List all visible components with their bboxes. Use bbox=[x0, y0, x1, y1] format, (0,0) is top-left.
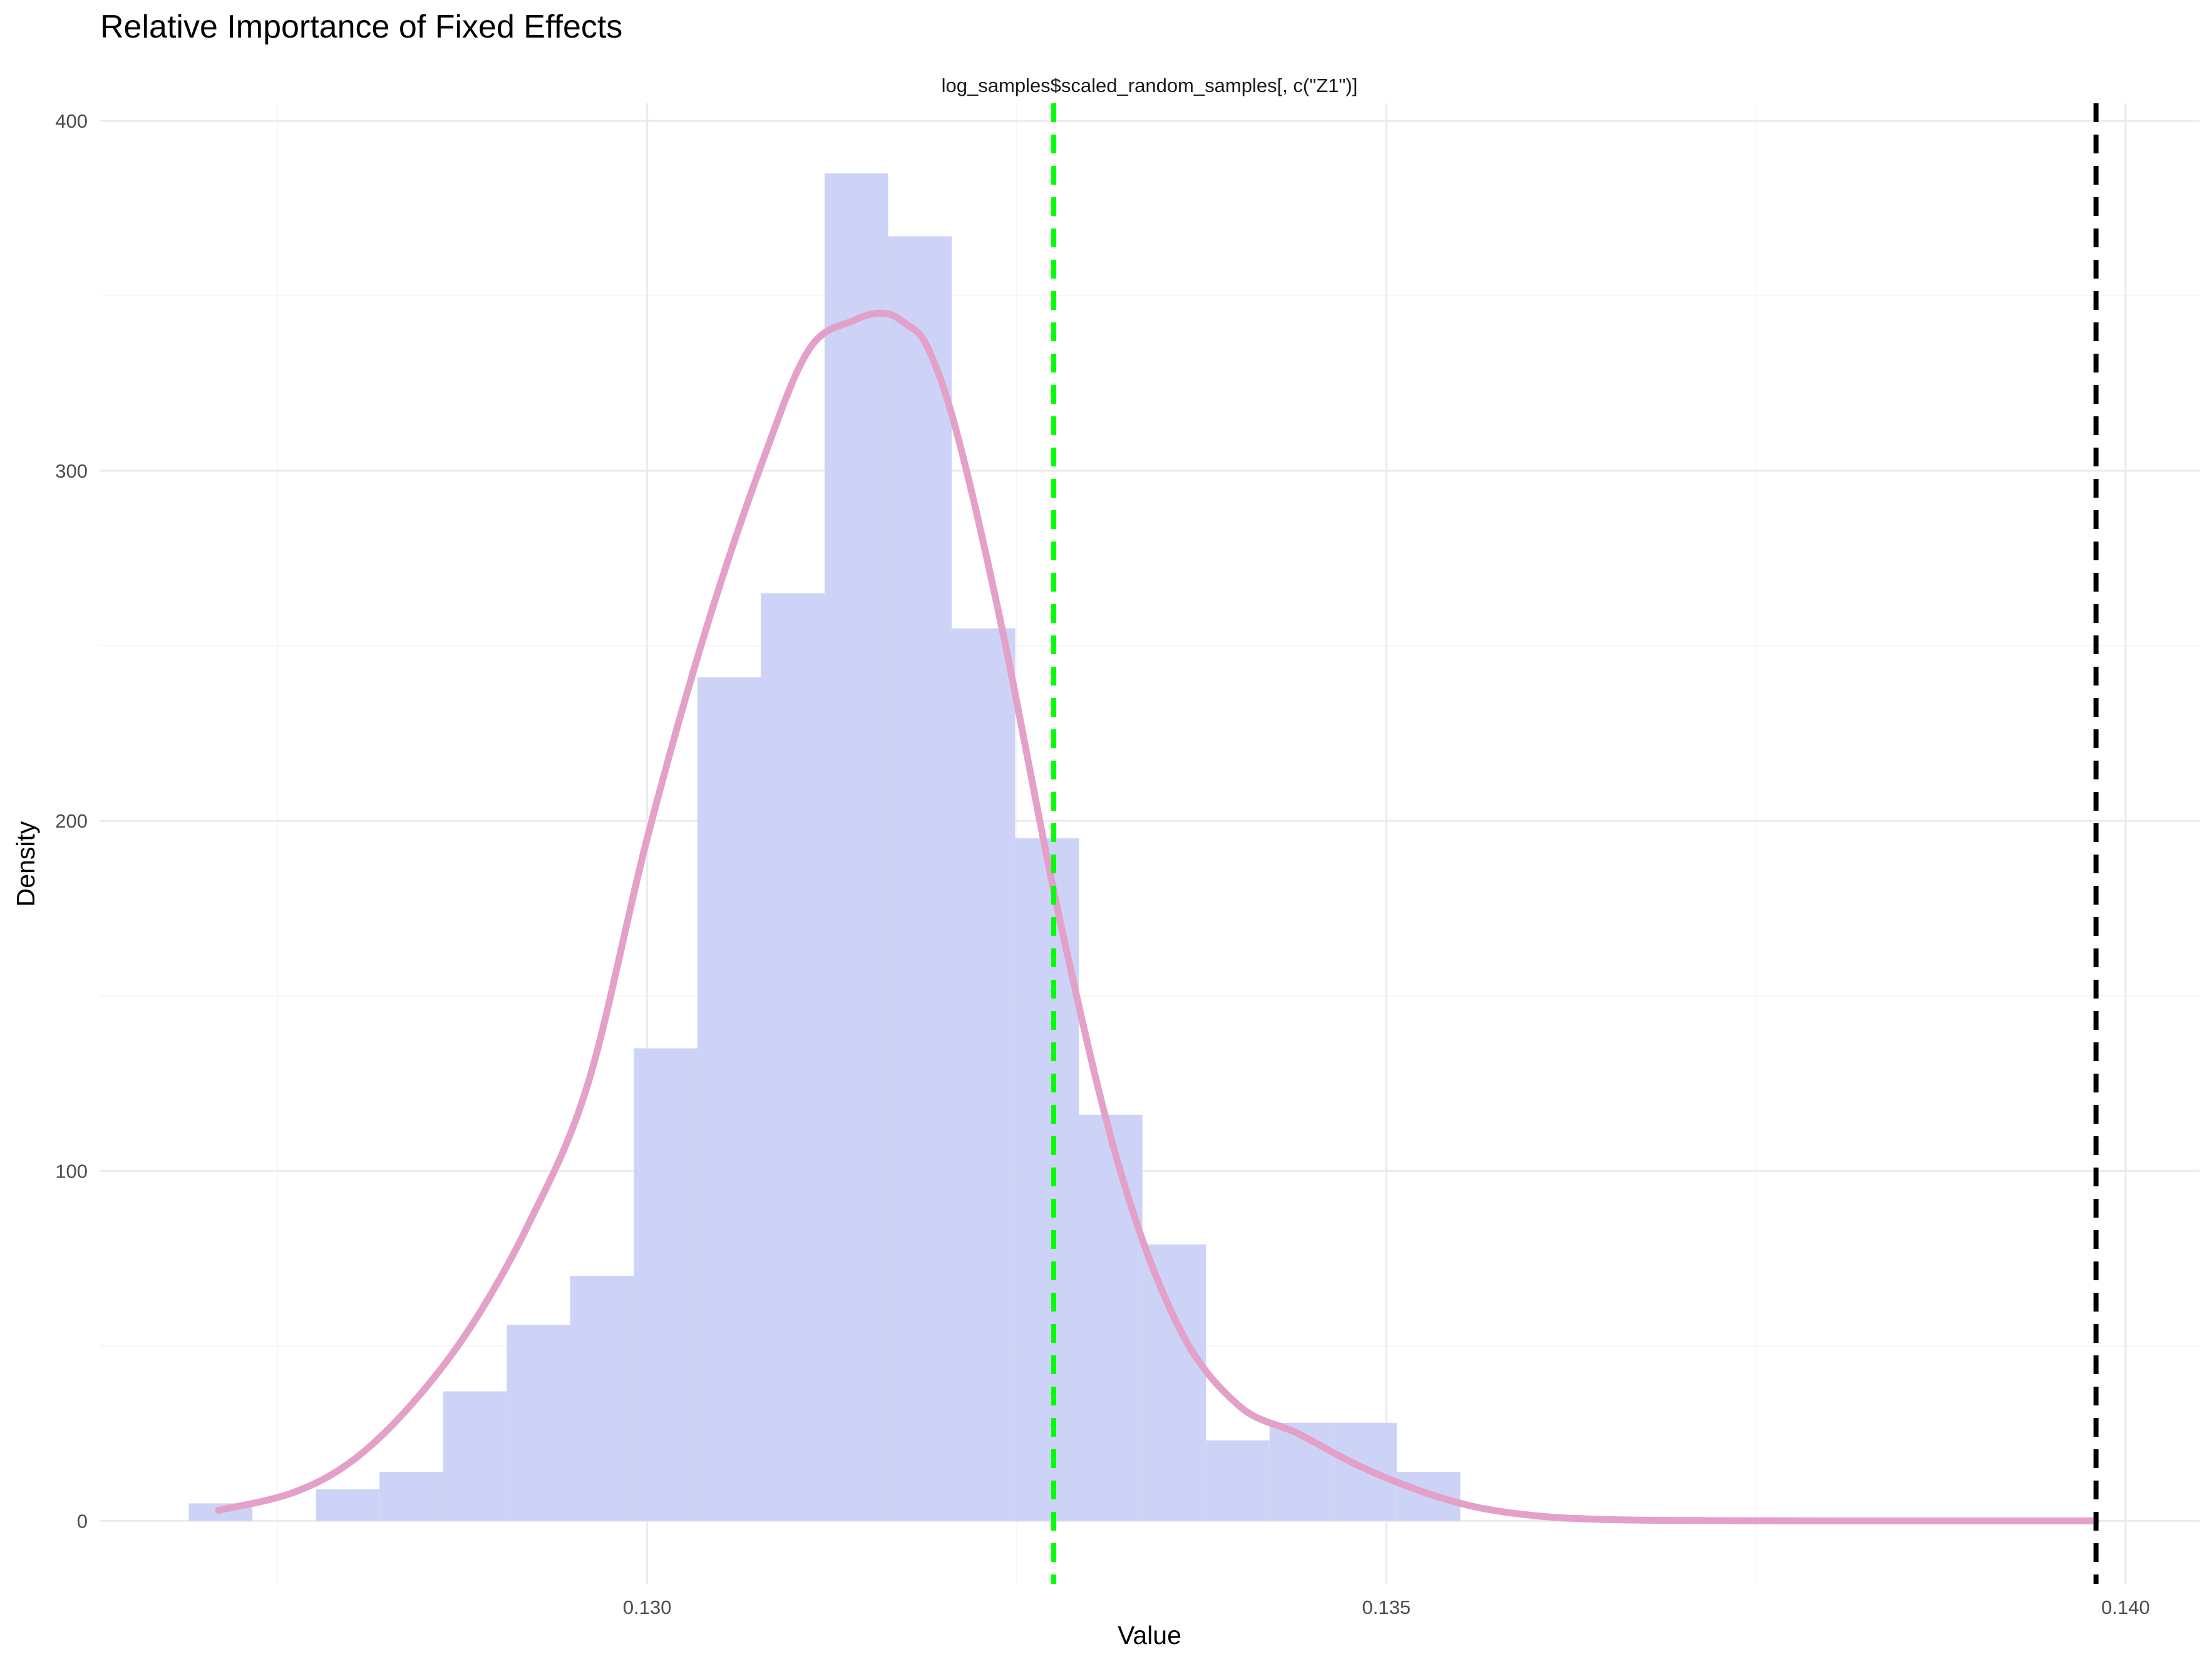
histogram-bar bbox=[1206, 1440, 1270, 1521]
histogram-bar bbox=[1142, 1244, 1206, 1521]
histogram-bar bbox=[761, 593, 825, 1521]
x-axis-label: Value bbox=[1118, 1621, 1181, 1650]
reference-lines bbox=[1051, 103, 2099, 1584]
chart-title: Relative Importance of Fixed Effects bbox=[100, 9, 622, 45]
x-tick-label: 0.130 bbox=[623, 1596, 672, 1618]
histogram-bar bbox=[379, 1472, 443, 1521]
y-tick-label: 400 bbox=[55, 110, 88, 132]
histogram-bar bbox=[888, 236, 952, 1521]
histogram-bar bbox=[443, 1391, 507, 1521]
y-axis-label: Density bbox=[11, 821, 40, 906]
y-tick-label: 200 bbox=[55, 810, 88, 832]
histogram-bar bbox=[570, 1275, 634, 1521]
x-axis-ticks: 0.130 0.135 0.140 bbox=[623, 1596, 2150, 1618]
histogram-bar bbox=[1079, 1114, 1143, 1521]
histogram-bar bbox=[507, 1325, 570, 1521]
histogram-bar bbox=[952, 628, 1016, 1521]
histogram-bars bbox=[188, 173, 1461, 1521]
panel-strip-label: log_samples$scaled_random_samples[, c("Z… bbox=[942, 74, 1358, 96]
histogram-bar bbox=[316, 1489, 380, 1521]
minor-gridlines bbox=[100, 103, 2199, 1584]
y-axis-ticks: 0 100 200 300 400 bbox=[55, 110, 88, 1532]
density-curve bbox=[215, 309, 2100, 1524]
y-tick-label: 0 bbox=[77, 1510, 88, 1532]
x-tick-label: 0.135 bbox=[1362, 1596, 1411, 1618]
y-tick-label: 100 bbox=[55, 1160, 88, 1182]
y-tick-label: 300 bbox=[55, 460, 88, 482]
x-tick-label: 0.140 bbox=[2101, 1596, 2150, 1618]
histogram-bar bbox=[634, 1048, 697, 1521]
histogram-bar bbox=[697, 677, 761, 1521]
histogram-bar bbox=[1015, 838, 1079, 1521]
histogram-bar bbox=[825, 173, 888, 1521]
histogram-bar bbox=[1269, 1422, 1334, 1521]
